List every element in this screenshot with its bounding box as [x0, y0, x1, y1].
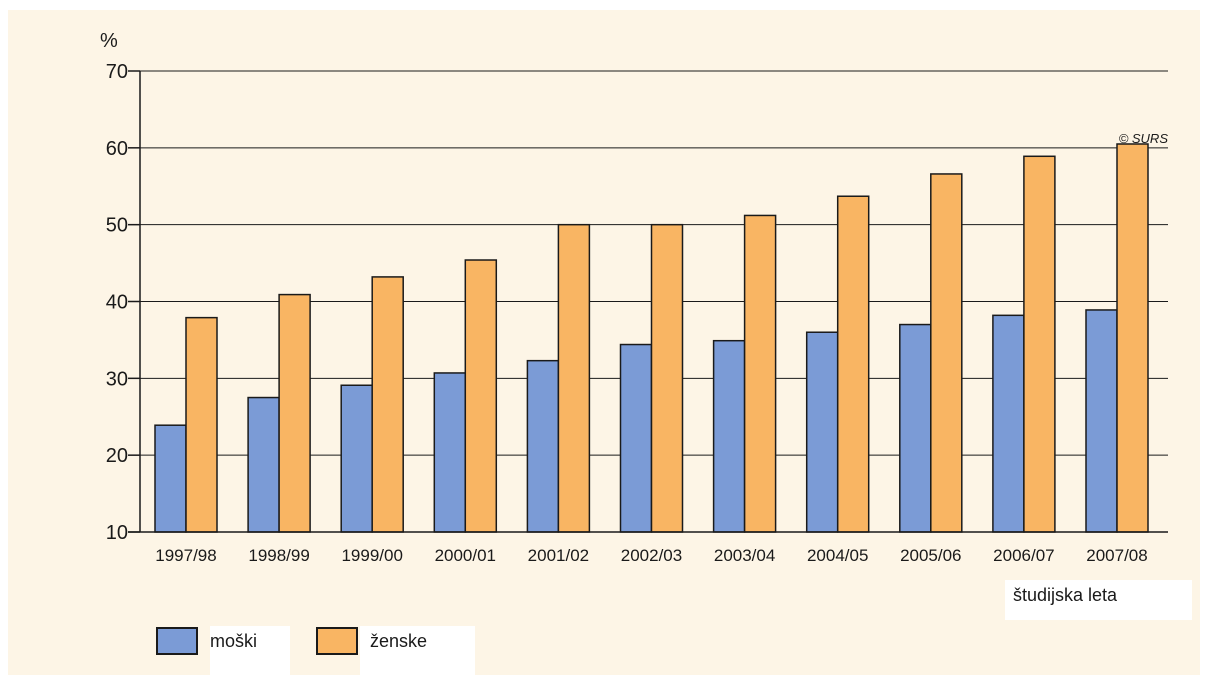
- y-tick-label-10: 10: [106, 522, 128, 544]
- bar-zenske-5: [650, 223, 684, 533]
- y-tick-label-70: 70: [106, 61, 128, 83]
- bar-zenske-6: [743, 214, 777, 533]
- x-tick-label-8: 2005/06: [900, 546, 961, 565]
- legend-swatch-moski: [156, 627, 198, 655]
- bar-moski-2: [340, 384, 373, 533]
- x-tick-label-6: 2003/04: [714, 546, 775, 565]
- bar-zenske-1: [278, 293, 311, 533]
- bars: [154, 143, 1149, 533]
- bar-zenske-3: [464, 259, 498, 533]
- bar-moski-10: [1085, 309, 1118, 533]
- x-tick-label-0: 1997/98: [155, 546, 216, 565]
- x-tick-label-1: 1998/99: [248, 546, 309, 565]
- bar-moski-7: [805, 331, 839, 533]
- x-label-box: [1005, 580, 1192, 620]
- bar-moski-6: [712, 339, 746, 533]
- y-tick-label-40: 40: [106, 292, 128, 314]
- bar-moski-0: [154, 424, 187, 533]
- bar-zenske-2: [371, 276, 404, 533]
- x-tick-label-10: 2007/08: [1086, 546, 1147, 565]
- bar-zenske-7: [836, 195, 870, 533]
- y-axis-ticks: 10 20 30 40 50 60 70: [106, 61, 140, 544]
- legend-label-moski: moški: [210, 631, 258, 651]
- bar-zenske-8: [930, 173, 963, 533]
- legend-box-2: [360, 626, 475, 675]
- bar-zenske-4: [557, 223, 591, 533]
- y-tick-label-30: 30: [106, 368, 128, 390]
- bar-zenske-10: [1116, 143, 1149, 533]
- bar-zenske-0: [185, 316, 218, 533]
- bar-moski-8: [899, 323, 932, 533]
- y-tick-label-50: 50: [106, 215, 128, 237]
- x-tick-label-9: 2006/07: [993, 546, 1054, 565]
- x-tick-label-5: 2002/03: [621, 546, 682, 565]
- x-tick-label-7: 2004/05: [807, 546, 868, 565]
- y-tick-label-60: 60: [106, 138, 128, 160]
- y-axis-unit: %: [100, 30, 118, 52]
- x-axis-ticks: 1997/98 1998/99 1999/00 2000/01 2001/02 2002/…: [155, 546, 1147, 565]
- x-tick-label-4: 2001/02: [528, 546, 589, 565]
- bar-moski-5: [619, 343, 653, 533]
- legend-box-1: [210, 626, 290, 675]
- bar-moski-4: [526, 359, 560, 533]
- bar-moski-9: [992, 314, 1025, 533]
- bar-zenske-9: [1023, 155, 1056, 533]
- legend-swatch-zenske: [316, 627, 358, 655]
- x-tick-label-3: 2000/01: [435, 546, 496, 565]
- y-tick-label-20: 20: [106, 445, 128, 467]
- x-tick-label-2: 1999/00: [341, 546, 402, 565]
- x-axis-label: študijska leta: [1013, 585, 1118, 605]
- bar-moski-3: [433, 372, 467, 533]
- bar-moski-1: [247, 396, 280, 533]
- legend-label-zenske: ženske: [370, 631, 428, 651]
- copyright-annotation: © SURS: [1119, 131, 1169, 146]
